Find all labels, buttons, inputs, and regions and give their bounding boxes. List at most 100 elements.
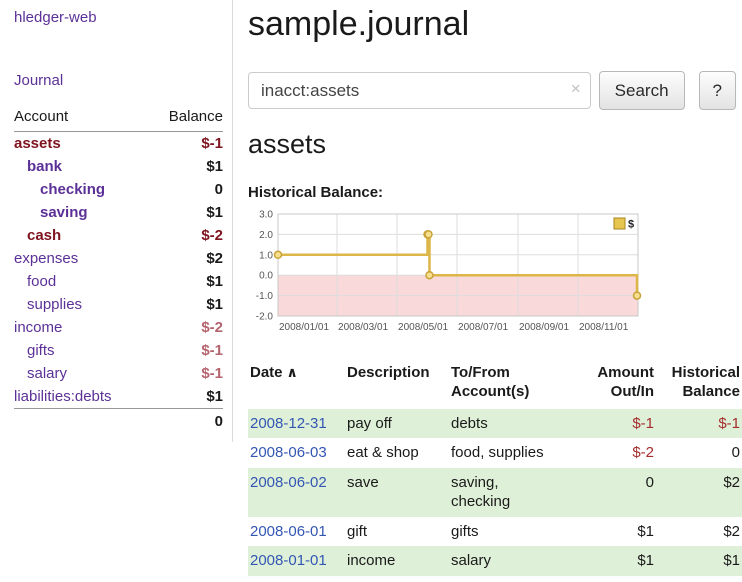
y-axis-labels: 3.0 2.0 1.0 0.0 -1.0 -2.0 <box>256 210 274 323</box>
account-row: liabilities:debts $1 <box>14 385 223 409</box>
sort-ascending-icon: ∧ <box>286 364 298 380</box>
search-button[interactable]: Search <box>598 71 685 110</box>
journal-balance-cell: $-1 <box>718 414 740 432</box>
journal-amount-cell: $-2 <box>632 444 654 461</box>
account-link-cash[interactable]: cash <box>27 227 62 244</box>
account-row: checking 0 <box>14 178 223 201</box>
accounts-header-account: Account <box>14 106 149 132</box>
search-bar: × Search ? <box>248 71 736 110</box>
account-balance: $-1 <box>201 365 223 382</box>
journal-amount-cell: 0 <box>645 473 654 491</box>
account-link-food[interactable]: food <box>27 273 57 290</box>
journal-date-link[interactable]: 2008-06-01 <box>250 522 327 540</box>
journal-accounts-cell: debts <box>451 414 488 432</box>
chart-legend: $ <box>613 217 634 231</box>
accounts-total-spacer <box>14 408 149 433</box>
account-balance: $-2 <box>201 227 223 244</box>
account-heading: assets <box>248 129 327 159</box>
nav-journal-link[interactable]: Journal <box>14 72 64 89</box>
account-balance: 0 <box>214 181 223 198</box>
account-balance: $-1 <box>201 342 223 359</box>
account-row: expenses $2 <box>14 247 223 270</box>
journal-header-amount: Amount Out/In <box>597 364 654 400</box>
journal-date-link[interactable]: 2008-06-02 <box>250 473 327 491</box>
account-link-supplies[interactable]: supplies <box>27 296 83 313</box>
svg-text:2.0: 2.0 <box>259 230 273 241</box>
help-button[interactable]: ? <box>698 71 736 110</box>
svg-text:$: $ <box>628 219 634 231</box>
svg-text:2008/07/01: 2008/07/01 <box>458 322 508 333</box>
accounts-header-balance: Balance <box>148 106 223 132</box>
data-point-markers <box>273 230 642 300</box>
svg-text:-2.0: -2.0 <box>256 312 274 323</box>
account-balance: $1 <box>206 273 223 290</box>
page-title: sample.journal <box>248 5 470 43</box>
journal-date-link[interactable]: 2008-06-03 <box>250 444 327 461</box>
journal-date-link[interactable]: 2008-01-01 <box>250 552 327 569</box>
account-balance: $-2 <box>201 319 223 336</box>
account-row: bank $1 <box>14 155 223 178</box>
journal-amount-cell: $1 <box>637 552 654 569</box>
account-row: income $-2 <box>14 316 223 339</box>
journal-balance-cell: $1 <box>723 552 740 569</box>
journal-table: Date ∧ Description To/From Account(s) Amo… <box>248 362 742 576</box>
svg-text:2008/11/01: 2008/11/01 <box>579 322 629 333</box>
account-row: food $1 <box>14 270 223 293</box>
historical-balance-chart: 3.0 2.0 1.0 0.0 -1.0 -2.0 2008/01/01 2008/03/01… <box>248 208 736 336</box>
journal-header-balance: Historical Balance <box>671 364 740 400</box>
account-link-salary[interactable]: salary <box>27 365 68 382</box>
journal-header-accounts: To/From Account(s) <box>451 364 530 400</box>
journal-description-cell: pay off <box>347 414 392 432</box>
svg-text:2008/05/01: 2008/05/01 <box>398 322 448 333</box>
account-name-cell: checking <box>14 178 148 201</box>
clear-search-icon[interactable]: × <box>570 79 581 98</box>
account-link-bank[interactable]: bank <box>27 158 63 175</box>
account-name-cell: saving <box>14 201 148 224</box>
account-link-expenses[interactable]: expenses <box>14 250 79 267</box>
account-name-cell: liabilities:debts <box>14 385 148 409</box>
journal-header-description: Description <box>347 364 430 381</box>
journal-date-cell: 2008-06-01 <box>248 517 345 547</box>
account-balance: $1 <box>206 158 223 175</box>
account-balance: $-1 <box>201 135 223 152</box>
journal-date-cell: 2008-01-01 <box>248 546 345 576</box>
account-link-liabilities-debts[interactable]: liabilities:debts <box>14 388 112 405</box>
plot-border <box>277 213 639 317</box>
account-link-checking[interactable]: checking <box>40 181 106 198</box>
account-name-cell: assets <box>14 132 148 156</box>
date-header-label: Date <box>250 364 283 381</box>
journal-amount-cell: $1 <box>637 522 654 540</box>
journal-header-date[interactable]: Date ∧ <box>248 362 345 409</box>
journal-row: 2008-01-01 income salary $1 $1 <box>248 546 742 576</box>
account-name-cell: supplies <box>14 293 148 316</box>
svg-text:0.0: 0.0 <box>259 271 273 282</box>
account-row: gifts $-1 <box>14 339 223 362</box>
account-balance: $1 <box>206 388 223 405</box>
account-row: cash $-2 <box>14 224 223 247</box>
x-axis-labels: 2008/01/01 2008/03/01 2008/05/01 2008/07/01… <box>279 322 629 333</box>
main-content: sample.journal × Search ? assets Histori… <box>248 0 742 576</box>
accounts-table: Account Balance assets $-1 bank $1 checking 0… <box>14 106 223 433</box>
account-link-income[interactable]: income <box>14 319 63 336</box>
account-balance: $2 <box>206 250 223 267</box>
chart-title: Historical Balance: <box>248 184 384 201</box>
account-name-cell: food <box>14 270 148 293</box>
search-input[interactable] <box>248 72 591 109</box>
account-link-gifts[interactable]: gifts <box>27 342 55 359</box>
account-name-cell: bank <box>14 155 148 178</box>
journal-row: 2008-06-02 save saving, checking 0 $2 <box>248 467 742 517</box>
sidebar: hledger-web Journal Account Balance asse… <box>0 0 233 442</box>
journal-description-cell: save <box>347 473 379 491</box>
account-name-cell: expenses <box>14 247 148 270</box>
journal-accounts-cell: gifts <box>451 522 479 540</box>
account-link-saving[interactable]: saving <box>40 204 88 221</box>
svg-text:2008/03/01: 2008/03/01 <box>338 322 388 333</box>
journal-balance-cell: 0 <box>731 444 740 461</box>
journal-row: 2008-12-31 pay off debts $-1 $-1 <box>248 408 742 438</box>
journal-date-cell: 2008-06-02 <box>248 468 345 517</box>
account-link-assets[interactable]: assets <box>14 135 61 152</box>
journal-description-cell: gift <box>347 522 368 540</box>
app-title-link[interactable]: hledger-web <box>14 9 97 26</box>
svg-text:3.0: 3.0 <box>259 210 273 221</box>
journal-date-link[interactable]: 2008-12-31 <box>250 414 327 432</box>
